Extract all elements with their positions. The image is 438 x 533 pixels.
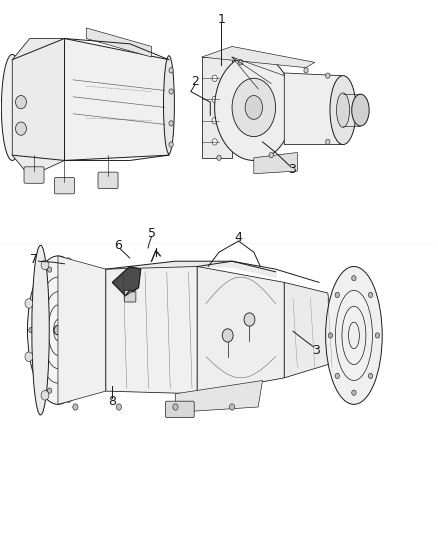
- Ellipse shape: [82, 358, 90, 367]
- Ellipse shape: [169, 120, 173, 126]
- Ellipse shape: [1, 54, 23, 160]
- Polygon shape: [201, 57, 232, 158]
- Text: 6: 6: [114, 239, 122, 252]
- Ellipse shape: [47, 388, 52, 393]
- Text: 5: 5: [148, 227, 155, 240]
- Ellipse shape: [245, 95, 262, 119]
- Ellipse shape: [163, 56, 174, 154]
- Text: 8: 8: [108, 394, 117, 408]
- Ellipse shape: [78, 365, 82, 370]
- Ellipse shape: [232, 78, 276, 136]
- Ellipse shape: [336, 93, 350, 127]
- Ellipse shape: [325, 266, 382, 405]
- Ellipse shape: [64, 388, 68, 393]
- Ellipse shape: [352, 390, 356, 395]
- Ellipse shape: [32, 245, 49, 415]
- Polygon shape: [12, 38, 64, 176]
- Ellipse shape: [222, 329, 233, 342]
- Polygon shape: [176, 381, 262, 413]
- Ellipse shape: [352, 94, 369, 126]
- FancyBboxPatch shape: [124, 290, 136, 302]
- Text: 3: 3: [288, 164, 296, 176]
- Ellipse shape: [212, 117, 217, 124]
- Ellipse shape: [304, 68, 308, 73]
- Ellipse shape: [173, 404, 178, 410]
- Ellipse shape: [34, 290, 38, 295]
- Ellipse shape: [64, 393, 72, 402]
- Ellipse shape: [330, 76, 356, 144]
- Ellipse shape: [25, 352, 33, 361]
- Ellipse shape: [325, 73, 330, 78]
- Ellipse shape: [375, 333, 380, 338]
- Ellipse shape: [269, 152, 273, 158]
- Ellipse shape: [82, 293, 90, 302]
- FancyBboxPatch shape: [24, 167, 44, 183]
- Ellipse shape: [212, 75, 217, 82]
- Ellipse shape: [230, 404, 235, 410]
- Ellipse shape: [169, 89, 173, 94]
- Ellipse shape: [29, 327, 33, 333]
- Ellipse shape: [244, 313, 255, 326]
- Polygon shape: [113, 266, 141, 296]
- Ellipse shape: [28, 256, 88, 405]
- Ellipse shape: [169, 142, 173, 147]
- Polygon shape: [254, 152, 297, 174]
- Ellipse shape: [41, 260, 49, 270]
- Ellipse shape: [239, 60, 243, 65]
- FancyBboxPatch shape: [166, 401, 194, 418]
- Ellipse shape: [64, 267, 68, 272]
- Polygon shape: [284, 73, 341, 144]
- Polygon shape: [197, 266, 284, 394]
- Ellipse shape: [15, 95, 26, 109]
- Text: 1: 1: [217, 13, 225, 26]
- Ellipse shape: [116, 404, 121, 410]
- Polygon shape: [64, 38, 169, 160]
- Ellipse shape: [83, 327, 87, 333]
- Ellipse shape: [217, 155, 221, 160]
- Text: 4: 4: [235, 231, 243, 244]
- Polygon shape: [106, 266, 197, 394]
- Ellipse shape: [215, 54, 293, 160]
- Text: 3: 3: [312, 344, 320, 357]
- Ellipse shape: [47, 267, 52, 272]
- Polygon shape: [58, 256, 106, 405]
- FancyBboxPatch shape: [54, 177, 74, 194]
- Ellipse shape: [335, 292, 339, 297]
- Ellipse shape: [73, 404, 78, 410]
- Ellipse shape: [54, 325, 62, 335]
- Ellipse shape: [41, 391, 49, 400]
- Ellipse shape: [368, 292, 373, 297]
- Polygon shape: [201, 46, 315, 68]
- Ellipse shape: [25, 298, 33, 308]
- Ellipse shape: [78, 290, 82, 295]
- Text: 7: 7: [30, 253, 38, 265]
- Ellipse shape: [368, 373, 373, 378]
- Ellipse shape: [169, 68, 173, 73]
- Ellipse shape: [212, 139, 217, 145]
- Ellipse shape: [335, 373, 339, 378]
- Polygon shape: [284, 282, 336, 378]
- Ellipse shape: [328, 333, 332, 338]
- FancyBboxPatch shape: [98, 172, 118, 189]
- Ellipse shape: [352, 276, 356, 281]
- Ellipse shape: [64, 258, 72, 268]
- Polygon shape: [86, 28, 152, 57]
- Ellipse shape: [15, 122, 26, 135]
- Ellipse shape: [212, 96, 217, 103]
- Ellipse shape: [325, 139, 330, 144]
- Text: 2: 2: [191, 76, 199, 88]
- Ellipse shape: [34, 365, 38, 370]
